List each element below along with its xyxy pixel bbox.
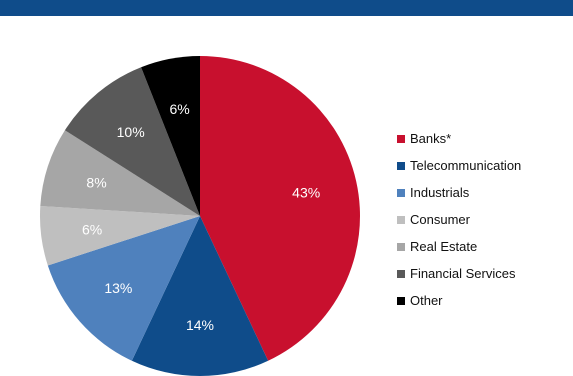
slice-label-industrials: 13%: [104, 280, 132, 296]
slice-label-financial-services: 10%: [117, 124, 145, 140]
legend-label: Financial Services: [410, 266, 516, 281]
legend-item-real-estate: Real Estate: [397, 233, 521, 260]
legend-item-consumer: Consumer: [397, 206, 521, 233]
legend-item-other: Other: [397, 287, 521, 314]
legend-label: Real Estate: [410, 239, 478, 254]
legend-item-telecommunication: Telecommunication: [397, 152, 521, 179]
legend-swatch: [397, 269, 405, 278]
pie-slice-other: [141, 56, 200, 216]
chart-legend: Banks* Telecommunication Industrials Consum…: [397, 125, 521, 314]
pie-slice-consumer: [40, 205, 200, 266]
slice-label-consumer: 6%: [82, 222, 102, 238]
legend-swatch: [397, 188, 405, 197]
slice-label-real-estate: 8%: [86, 174, 106, 190]
legend-label: Other: [410, 293, 443, 308]
legend-swatch: [397, 296, 405, 305]
slice-label-other: 6%: [169, 101, 189, 117]
legend-label: Telecommunication: [410, 158, 522, 173]
legend-item-banks: Banks*: [397, 125, 521, 152]
pie-slice-banks: [200, 56, 361, 361]
pie-slice-real-estate: [40, 130, 201, 216]
slice-label-telecommunication: 14%: [186, 317, 214, 333]
legend-swatch: [397, 215, 405, 224]
legend-label: Banks*: [410, 131, 452, 146]
legend-label: Industrials: [410, 185, 470, 200]
header-band: [0, 0, 573, 16]
slice-label-banks: 43%: [292, 184, 320, 200]
legend-swatch: [397, 242, 405, 251]
legend-item-financial-services: Financial Services: [397, 260, 521, 287]
pie-slice-financial-services: [64, 67, 200, 216]
legend-label: Consumer: [410, 212, 470, 227]
legend-swatch: [397, 161, 405, 170]
pie-slice-telecommunication: [131, 216, 269, 376]
pie-slice-industrials: [47, 216, 200, 361]
legend-swatch: [397, 134, 405, 143]
legend-item-industrials: Industrials: [397, 179, 521, 206]
